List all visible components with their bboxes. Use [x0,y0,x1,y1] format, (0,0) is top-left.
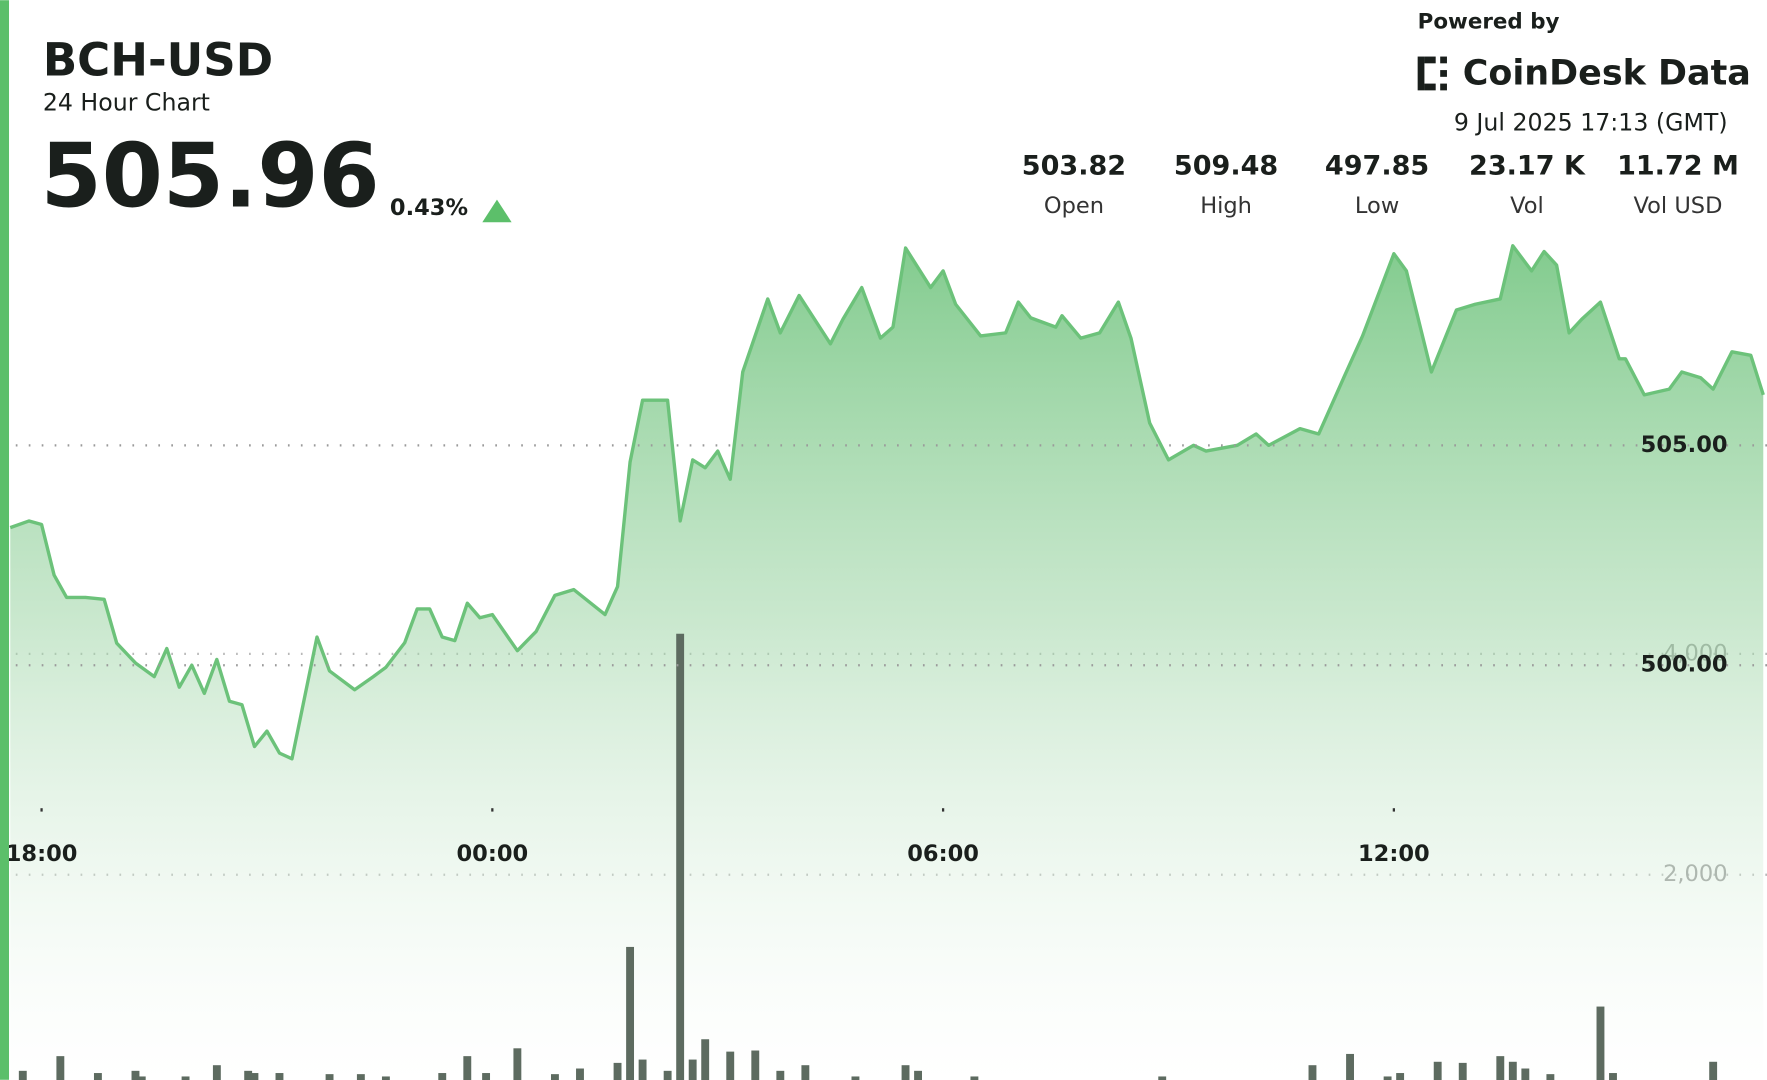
volume-bar [1521,1068,1530,1080]
volume-bar [1396,1073,1405,1080]
volume-bar [181,1076,190,1080]
volume-bar [550,1074,559,1080]
price-area [10,245,1764,1080]
volume-bar [438,1073,447,1080]
stat-value: 23.17 K [1469,150,1586,181]
volume-bar [250,1073,259,1080]
volume-bar [325,1074,334,1080]
volume-bar [1158,1076,1167,1080]
volume-bar [688,1059,697,1080]
volume-bar [275,1073,284,1080]
volume-bar [463,1056,472,1080]
volume-bar [1458,1062,1467,1080]
volume-bar [1346,1053,1354,1080]
x-tick-label: 12:00 [1358,841,1430,867]
volume-bar [381,1076,390,1080]
stats: 503.82 Open 509.48 High 497.85 Low 23.17 K Vol 1… [1022,150,1739,218]
volume-bar [18,1070,27,1080]
volume-bar [701,1039,710,1080]
plot-area: 2,0004,000500.00505.0018:0000:0006:0012:… [6,244,1767,1080]
volume-bar [137,1076,146,1080]
volume-bar [513,1048,522,1080]
up-arrow [482,199,512,223]
stat-label: Vol [1510,193,1544,219]
volume-bar [93,1073,102,1080]
volume-bar [663,1070,672,1080]
volume-bar [1383,1076,1392,1080]
stat-value: 497.85 [1325,150,1429,181]
volume-bar [482,1073,491,1080]
volume-bar [726,1051,735,1080]
volume-bar [1308,1065,1317,1080]
volume-bar [1609,1073,1617,1080]
accent-bar [0,0,10,1080]
change: 0.43% [390,195,468,221]
stat-label: Low [1355,193,1399,219]
timestamp: 9 Jul 2025 17:13 (GMT) [1454,109,1728,137]
volume-bar [901,1065,910,1080]
volume-bar [970,1076,979,1080]
volume-bar [1546,1074,1555,1080]
stat-label: High [1200,193,1252,219]
volume-bar [676,633,685,1080]
volume-bar [801,1065,810,1080]
stat-value: 503.82 [1022,150,1126,181]
y-tick-label: 500.00 [1641,652,1728,678]
volume-bar [56,1056,65,1080]
x-tick-label: 00:00 [456,841,528,867]
x-tick-label: 18:00 [6,841,78,867]
symbol: BCH-USD [43,33,273,86]
brand-logo [1417,56,1447,91]
powered-by: Powered by [1418,10,1560,35]
volume-bar [914,1070,923,1080]
volume-bar [212,1065,221,1080]
volume-bar [751,1050,760,1080]
volume-bar [1496,1056,1505,1080]
volume-bar [776,1070,785,1080]
volume-bar [626,946,635,1080]
y-tick-label: 505.00 [1641,432,1728,458]
price: 505.96 [41,125,380,228]
stat-label: Vol USD [1633,193,1722,219]
volume-bar [244,1070,253,1080]
volume-bar [1709,1061,1718,1080]
volume-bar [131,1070,140,1080]
volume-bar [1596,1006,1605,1080]
volume-bar [576,1068,584,1080]
subtitle: 24 Hour Chart [43,88,210,116]
volume-bar [613,1062,622,1080]
volume-bar [1508,1061,1517,1080]
volume-bar [638,1059,647,1080]
price-line [9,244,1765,761]
stat-value: 11.72 M [1617,150,1739,181]
stat-value: 509.48 [1174,150,1278,181]
volume-bar [1433,1061,1442,1080]
stat-label: Open [1044,193,1104,219]
volume-bar [851,1076,860,1080]
x-tick-label: 06:00 [907,841,979,867]
brand: CoinDesk Data [1463,54,1751,94]
volume-bar [356,1074,365,1080]
